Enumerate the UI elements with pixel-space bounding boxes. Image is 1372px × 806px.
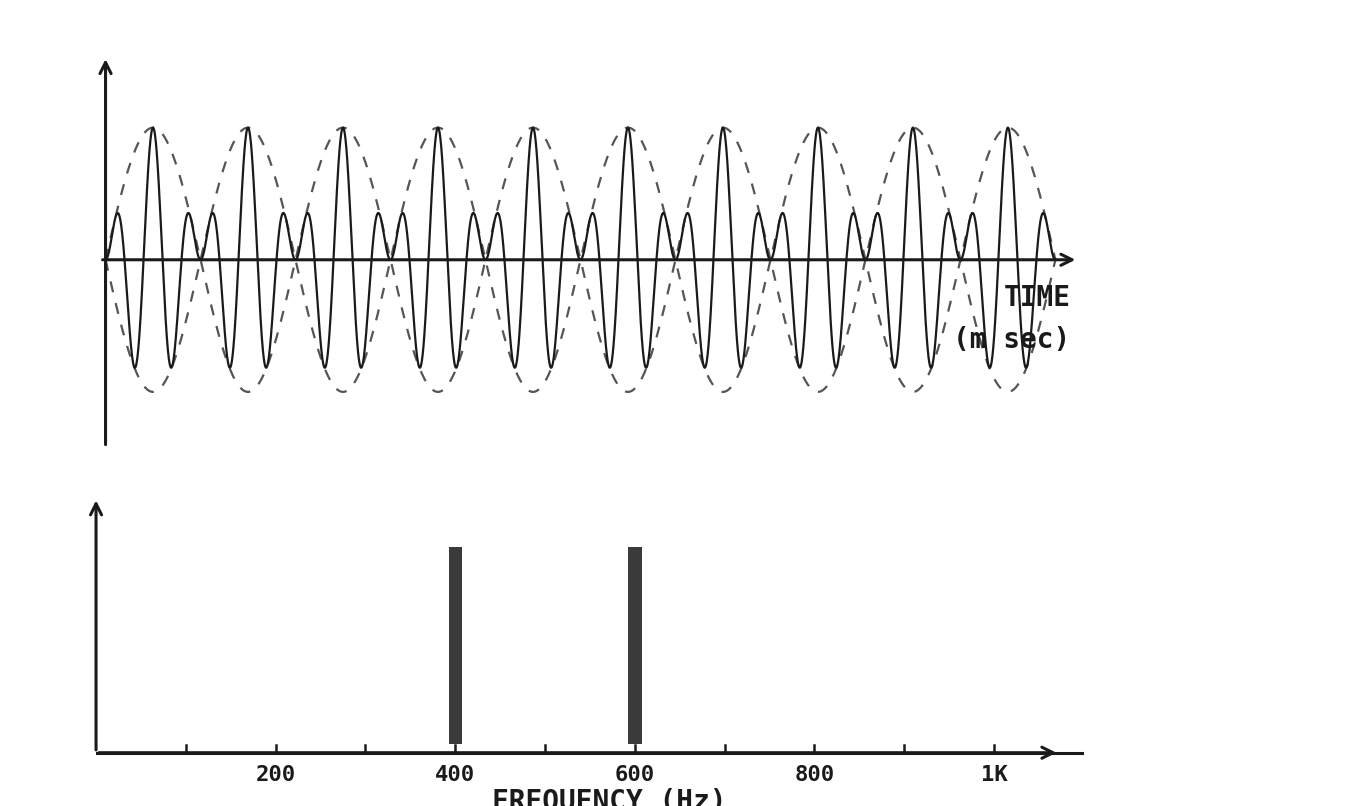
Text: FREQUENCY (Hz): FREQUENCY (Hz) xyxy=(493,787,727,806)
Bar xyxy=(449,546,462,744)
Text: 400: 400 xyxy=(435,765,475,784)
Text: 800: 800 xyxy=(794,765,834,784)
Text: TIME: TIME xyxy=(1003,284,1070,312)
Text: (m sec): (m sec) xyxy=(954,326,1070,354)
Text: 600: 600 xyxy=(615,765,654,784)
Text: 1K: 1K xyxy=(981,765,1007,784)
Text: 200: 200 xyxy=(255,765,296,784)
Bar xyxy=(628,546,642,744)
